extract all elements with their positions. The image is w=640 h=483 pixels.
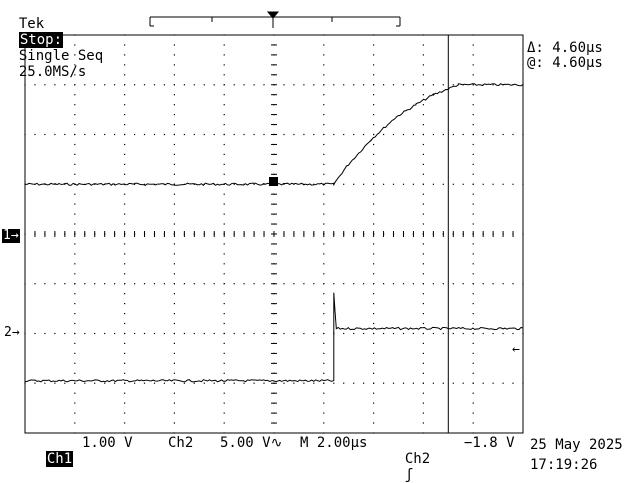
ch1-ground-marker[interactable]: 1→ (2, 228, 20, 243)
header-bar: Tek Stop: Single Seq 25.0MS/s (2, 0, 103, 80)
cursor-position-readout: @: 4.60µs (527, 55, 603, 71)
record-position-bracket (149, 16, 401, 27)
trigger-point-marker (269, 177, 278, 186)
trigger-position-marker[interactable] (266, 11, 280, 28)
trigger-source: Ch2 (404, 451, 431, 467)
timebase: M 2.00µs (300, 435, 368, 451)
trigger-readout: Ch2 ʃ (388, 435, 430, 483)
ch1-scale: 1.00 V (82, 435, 133, 451)
brand-label: Tek (18, 16, 45, 32)
time: 17:19:26 (530, 457, 598, 473)
trigger-level-marker[interactable]: ← (512, 342, 520, 357)
ch2-scale: 5.00 V∿ (220, 435, 283, 451)
trigger-level: −1.8 V (464, 435, 515, 451)
date: 25 May 2025 (530, 437, 623, 453)
trigger-slope-icon: ʃ (404, 467, 414, 483)
ch1-label[interactable]: Ch1 (45, 451, 74, 467)
ch2-waveform (24, 292, 524, 383)
acquisition-state[interactable]: Stop: (18, 32, 64, 48)
cursor-delta-readout: Δ: 4.60µs (527, 40, 603, 56)
ch2-label[interactable]: Ch2 (168, 435, 194, 451)
ch1-waveform (24, 83, 524, 187)
footer-bar: Ch1 (29, 435, 74, 467)
acquisition-mode: Single Seq (18, 48, 104, 64)
ch2-ground-marker[interactable]: 2→ (4, 325, 20, 340)
graticule-grid (24, 34, 524, 434)
sample-rate: 25.0MS/s (18, 64, 87, 80)
